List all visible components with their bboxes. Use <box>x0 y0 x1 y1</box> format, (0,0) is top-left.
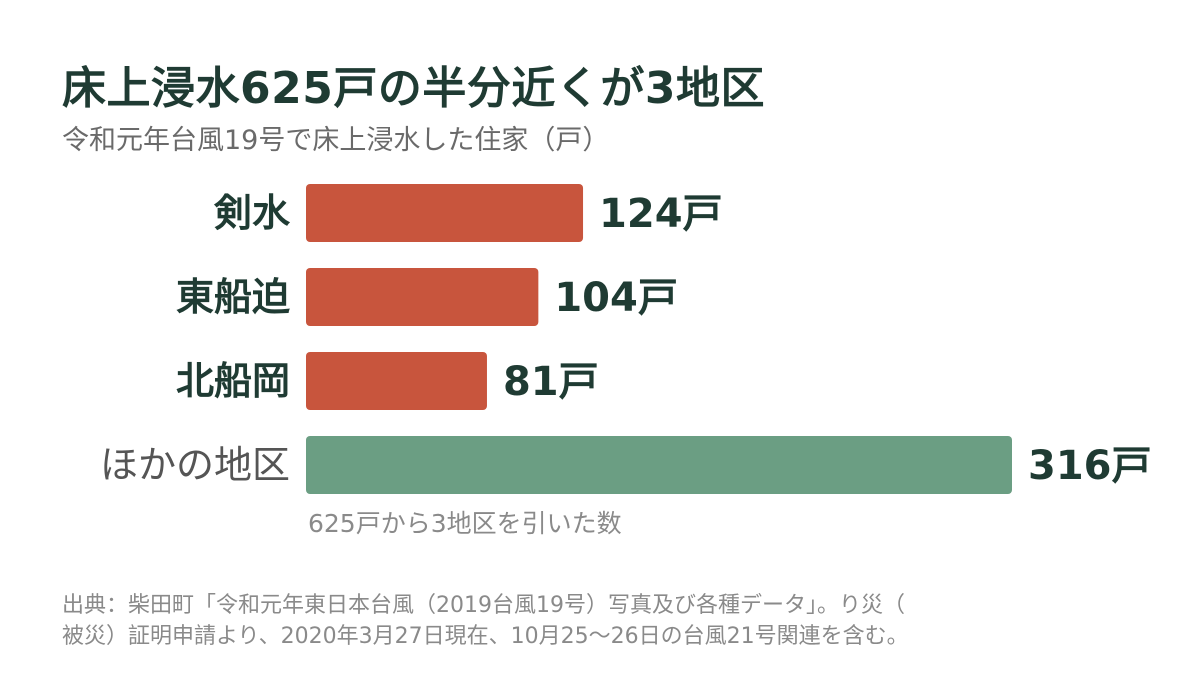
category-label: 北船岡 <box>176 359 290 403</box>
bar <box>306 352 487 410</box>
value-label: 316戸 <box>1028 443 1152 489</box>
value-label: 124戸 <box>599 191 723 237</box>
chart-subtitle: 令和元年台風19号で床上浸水した住家（戸） <box>62 125 610 156</box>
category-label: 東船迫 <box>176 275 290 319</box>
source-line-2: 被災）証明申請より、2020年3月27日現在、10月25〜26日の台風21号関連… <box>62 624 909 649</box>
chart-title: 床上浸水625戸の半分近くが3地区 <box>62 63 765 114</box>
value-label: 104戸 <box>554 275 678 321</box>
bar <box>306 268 539 326</box>
bar <box>306 436 1012 494</box>
source-note: 出典：柴田町「令和元年東日本台風（2019台風19号）写真及び各種データ」。り災… <box>62 590 1162 652</box>
category-label: ほかの地区 <box>100 443 290 487</box>
category-label: 剣水 <box>213 191 291 235</box>
bar <box>306 184 584 242</box>
value-label: 81戸 <box>503 359 599 405</box>
source-line-1: 出典：柴田町「令和元年東日本台風（2019台風19号）写真及び各種データ」。り災… <box>62 593 905 618</box>
bar-annotation: 625戸から3地区を引いた数 <box>308 509 622 538</box>
